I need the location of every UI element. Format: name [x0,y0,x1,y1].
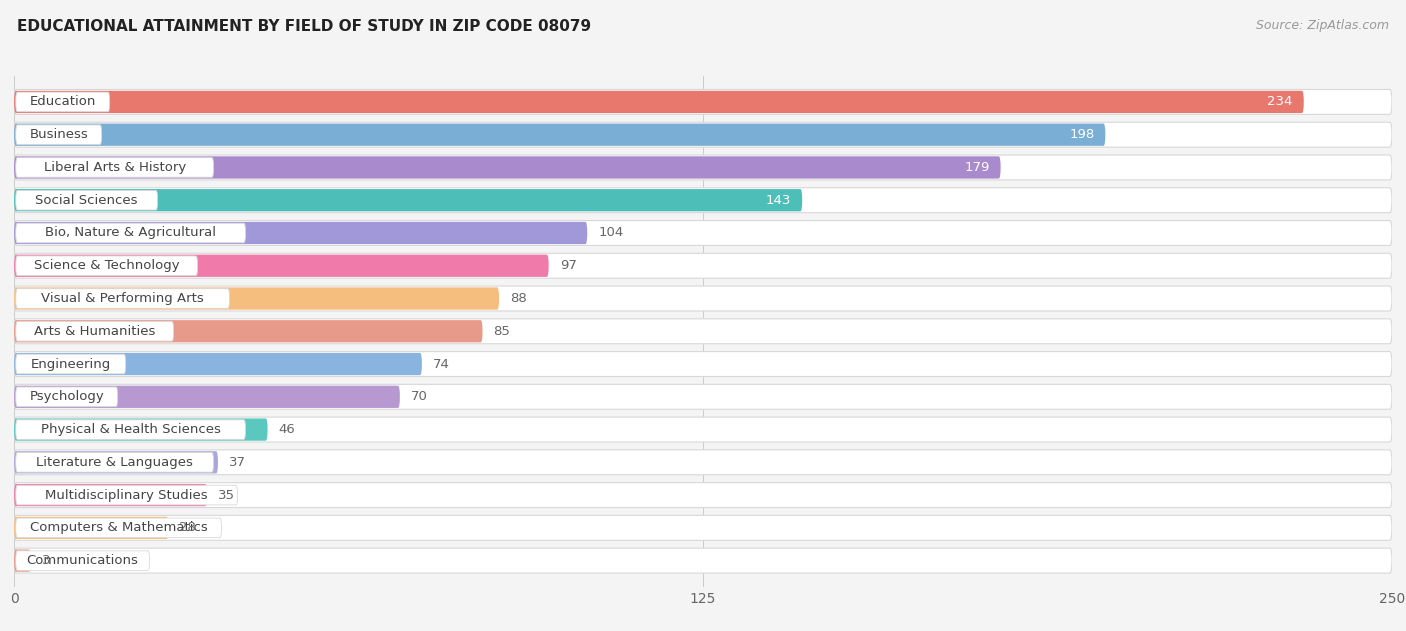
FancyBboxPatch shape [15,420,246,439]
Text: Multidisciplinary Studies: Multidisciplinary Studies [45,488,208,502]
FancyBboxPatch shape [14,91,1303,113]
FancyBboxPatch shape [14,189,803,211]
Text: 46: 46 [278,423,295,436]
Text: 28: 28 [180,521,197,534]
Text: 143: 143 [766,194,792,207]
FancyBboxPatch shape [14,451,218,473]
Text: Psychology: Psychology [30,391,104,403]
FancyBboxPatch shape [15,158,214,177]
FancyBboxPatch shape [14,319,1392,344]
FancyBboxPatch shape [14,550,31,572]
FancyBboxPatch shape [14,286,1392,311]
Text: Source: ZipAtlas.com: Source: ZipAtlas.com [1256,19,1389,32]
Text: Literature & Languages: Literature & Languages [37,456,193,469]
FancyBboxPatch shape [15,387,118,406]
FancyBboxPatch shape [14,222,588,244]
Text: 74: 74 [433,358,450,370]
FancyBboxPatch shape [15,485,238,505]
FancyBboxPatch shape [14,221,1392,245]
Text: 70: 70 [411,391,427,403]
Text: 97: 97 [560,259,576,272]
FancyBboxPatch shape [14,353,422,375]
Text: 3: 3 [42,554,51,567]
FancyBboxPatch shape [14,483,1392,507]
FancyBboxPatch shape [14,450,1392,475]
FancyBboxPatch shape [14,516,1392,540]
Text: Physical & Health Sciences: Physical & Health Sciences [41,423,221,436]
FancyBboxPatch shape [14,155,1392,180]
FancyBboxPatch shape [15,125,101,144]
Text: Liberal Arts & History: Liberal Arts & History [44,161,186,174]
Text: Business: Business [30,128,89,141]
FancyBboxPatch shape [14,417,1392,442]
FancyBboxPatch shape [14,320,482,343]
Text: 179: 179 [965,161,990,174]
FancyBboxPatch shape [14,122,1392,147]
FancyBboxPatch shape [14,90,1392,114]
FancyBboxPatch shape [14,418,267,440]
FancyBboxPatch shape [15,92,110,112]
FancyBboxPatch shape [15,289,229,309]
FancyBboxPatch shape [15,551,149,570]
Text: 88: 88 [510,292,527,305]
Text: 37: 37 [229,456,246,469]
Text: Science & Technology: Science & Technology [34,259,180,272]
Text: 198: 198 [1069,128,1094,141]
Text: 104: 104 [599,227,623,240]
FancyBboxPatch shape [15,256,198,276]
Text: 234: 234 [1267,95,1292,109]
FancyBboxPatch shape [14,484,207,506]
FancyBboxPatch shape [14,124,1105,146]
FancyBboxPatch shape [15,191,157,210]
Text: Social Sciences: Social Sciences [35,194,138,207]
Text: 85: 85 [494,325,510,338]
Text: Engineering: Engineering [31,358,111,370]
FancyBboxPatch shape [14,255,548,277]
Text: Education: Education [30,95,96,109]
FancyBboxPatch shape [14,548,1392,573]
Text: Arts & Humanities: Arts & Humanities [34,325,155,338]
FancyBboxPatch shape [14,384,1392,410]
Text: Visual & Performing Arts: Visual & Performing Arts [41,292,204,305]
Text: Communications: Communications [27,554,139,567]
Text: 35: 35 [218,488,235,502]
FancyBboxPatch shape [14,351,1392,377]
Text: Computers & Mathematics: Computers & Mathematics [30,521,208,534]
Text: Bio, Nature & Agricultural: Bio, Nature & Agricultural [45,227,217,240]
FancyBboxPatch shape [14,156,1001,179]
FancyBboxPatch shape [14,386,399,408]
FancyBboxPatch shape [14,517,169,539]
FancyBboxPatch shape [15,452,214,472]
FancyBboxPatch shape [15,223,246,243]
FancyBboxPatch shape [15,354,125,374]
FancyBboxPatch shape [14,188,1392,213]
Text: EDUCATIONAL ATTAINMENT BY FIELD OF STUDY IN ZIP CODE 08079: EDUCATIONAL ATTAINMENT BY FIELD OF STUDY… [17,19,591,34]
FancyBboxPatch shape [14,253,1392,278]
FancyBboxPatch shape [15,518,222,538]
FancyBboxPatch shape [14,287,499,310]
FancyBboxPatch shape [15,321,173,341]
